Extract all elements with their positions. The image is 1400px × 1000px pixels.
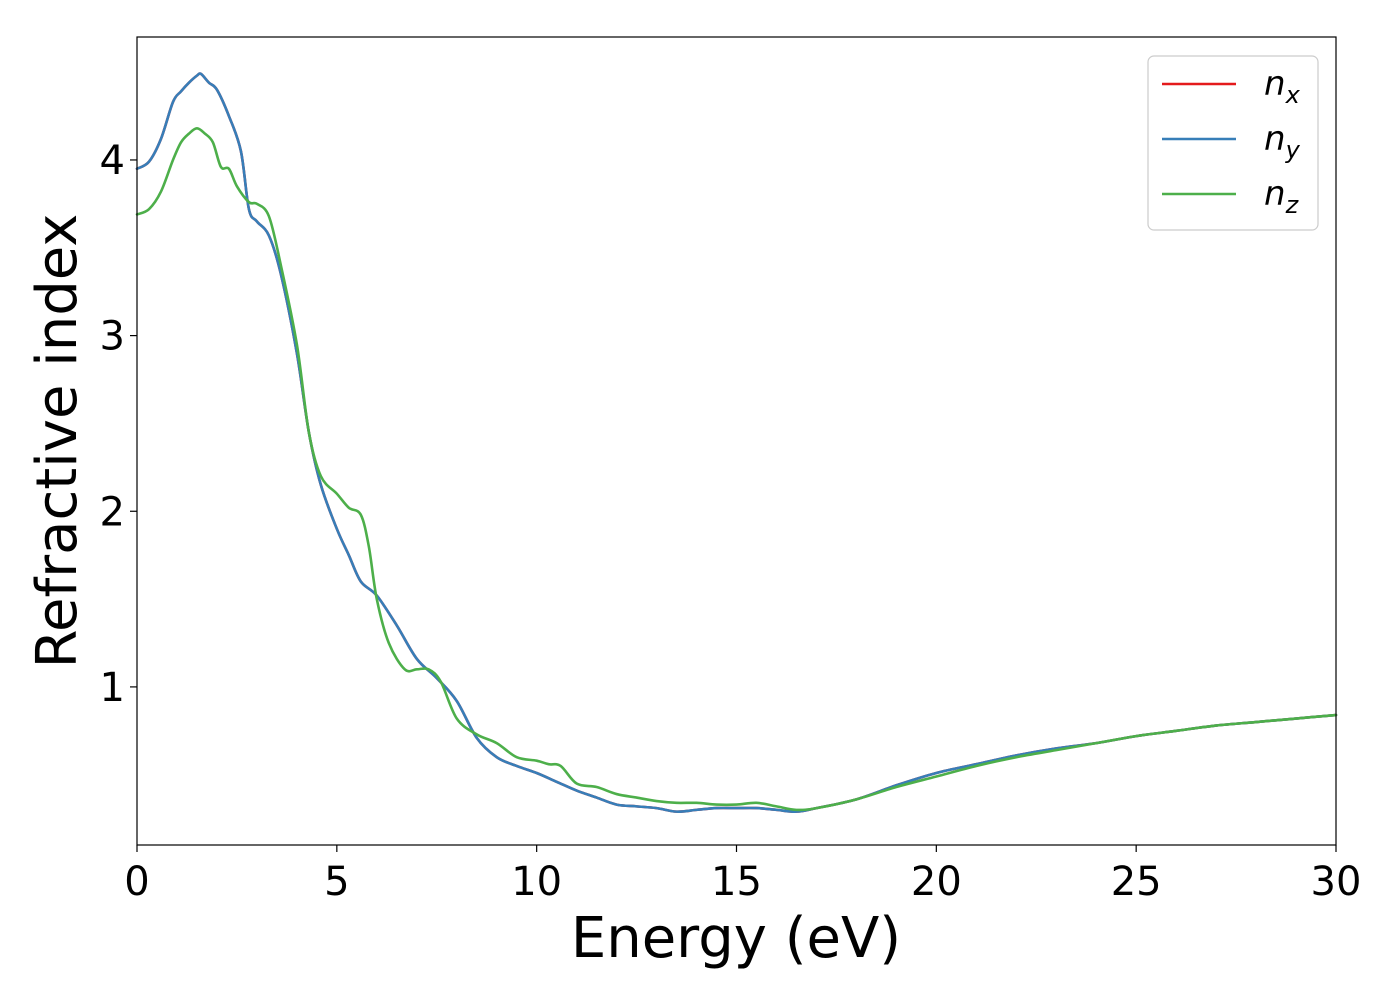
legend-label-y: ny [1264, 119, 1301, 164]
x-tick-label: 15 [711, 859, 762, 905]
y-axis-label: Refractive index [25, 214, 90, 669]
y-tick-label: 2 [100, 489, 125, 535]
y-tick-label: 1 [100, 665, 125, 711]
legend-box [1147, 55, 1319, 231]
y-axis: 1 2 3 4 [100, 138, 137, 711]
x-tick-label: 5 [324, 859, 349, 905]
legend-label-z: nz [1264, 174, 1300, 219]
legend-label-subscript: z [1285, 191, 1300, 219]
x-tick-label: 10 [511, 859, 562, 905]
y-tick-label: 3 [100, 314, 125, 360]
legend-label-base: n [1264, 174, 1286, 214]
x-axis-label: Energy (eV) [571, 906, 901, 971]
legend-label-x: nx [1264, 64, 1301, 109]
series-layer [135, 72, 1338, 813]
legend-label-subscript: x [1285, 81, 1301, 109]
legend-label-base: n [1264, 64, 1286, 104]
legend-label-base: n [1264, 119, 1286, 159]
series-line-n-y [135, 72, 1338, 813]
x-tick-label: 25 [1111, 859, 1162, 905]
series-line-n-z [135, 127, 1338, 812]
legend-label-subscript: y [1285, 136, 1301, 164]
x-tick-label: 0 [124, 859, 149, 905]
y-tick-label: 4 [100, 138, 125, 184]
x-axis: 0 5 10 15 20 25 30 [124, 845, 1361, 905]
x-tick-label: 20 [911, 859, 962, 905]
x-tick-label: 30 [1311, 859, 1362, 905]
